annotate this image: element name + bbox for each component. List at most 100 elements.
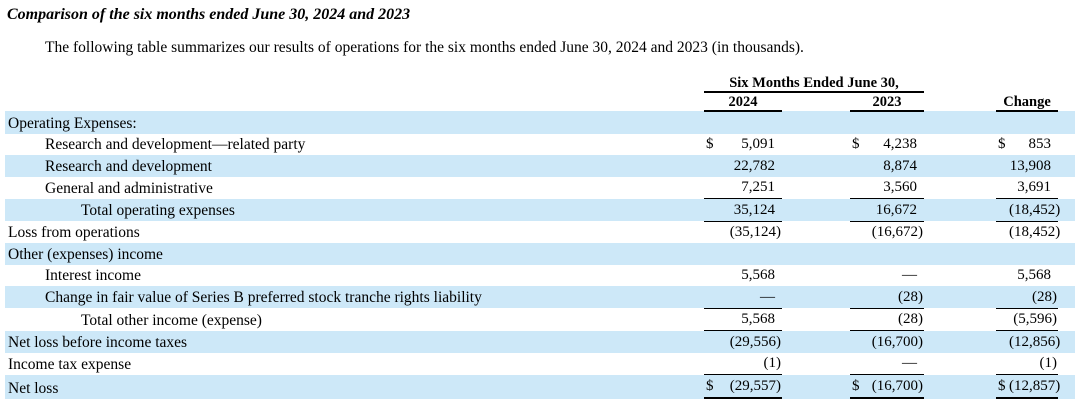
value-cell: (29,556): [729, 333, 781, 350]
column-spacer: [1058, 221, 1075, 243]
dollar-sign-cell: [996, 331, 1009, 353]
value-cell: (5,596): [1009, 308, 1059, 331]
column-spacer: [1058, 134, 1075, 156]
row-label: Net loss before income taxes: [8, 333, 188, 351]
column-spacer: [1058, 265, 1075, 287]
column-spacer: [1058, 199, 1075, 222]
dollar-sign-cell: [996, 198, 1010, 222]
column-spacer: [782, 375, 850, 400]
column-spacer: [924, 199, 996, 222]
dollar-sign-cell: [996, 352, 1010, 375]
value-cell: (16,700): [871, 333, 924, 350]
dollar-sign-cell: [704, 221, 718, 243]
column-spacer: [1058, 331, 1075, 353]
dollar-sign-cell: $: [852, 136, 860, 152]
column-spacer: [924, 375, 996, 400]
dollar-sign-cell: [850, 111, 864, 134]
header-spacer: [924, 92, 996, 111]
value-cell: (18,452): [1009, 224, 1061, 240]
table-row: Total other income (expense) 5,568 (28) (5,…: [5, 308, 1075, 331]
row-label: Total other income (expense): [81, 311, 262, 329]
column-spacer: [924, 265, 996, 287]
value-cell: (28): [864, 286, 925, 309]
value-cell: [1009, 111, 1058, 134]
dollar-sign-cell: $: [706, 136, 714, 152]
dollar-sign-cell: [850, 176, 864, 199]
column-spacer: [924, 177, 996, 199]
dollar-sign-cell: [704, 243, 718, 265]
value-cell: 13,908: [1009, 157, 1052, 174]
dollar-sign-cell: [996, 286, 1010, 309]
column-spacer: [782, 286, 850, 308]
value-cell: (16,672): [871, 224, 924, 240]
value-cell: (12,857): [1009, 374, 1060, 400]
header-spacer: [924, 75, 996, 92]
value-cell: 35,124: [718, 198, 782, 222]
value-cell: 5,568: [718, 308, 782, 331]
value-cell: [718, 243, 782, 265]
table-row: Total operating expenses 35,124 16,672 (18,…: [5, 198, 1076, 222]
dollar-sign-cell: [850, 155, 864, 177]
dollar-sign-cell: [850, 221, 864, 243]
column-spacer: [782, 221, 850, 243]
value-cell: 8,874: [883, 157, 918, 174]
value-cell: 853: [1028, 136, 1052, 152]
table-row: Income tax expense (1) — (1): [5, 352, 1075, 375]
value-cell: [864, 243, 924, 265]
dollar-sign-cell: [704, 198, 718, 222]
value-cell: —: [718, 286, 782, 309]
column-spacer: [1058, 375, 1075, 400]
column-spacer: [924, 134, 996, 156]
table-row: Loss from operations (35,124) (16,672) (18,…: [5, 221, 1075, 243]
dollar-sign-cell: [850, 198, 864, 222]
dollar-sign-cell: [996, 155, 1009, 177]
column-spacer: [1058, 353, 1075, 375]
column-spacer: [924, 111, 996, 134]
column-spacer: [782, 134, 850, 156]
column-spacer: [782, 243, 850, 265]
dollar-sign-cell: [850, 331, 864, 353]
column-spacer: [782, 111, 850, 134]
column-header-2023: 2023: [850, 92, 925, 112]
column-spacer: [782, 353, 850, 375]
table-row: Research and development—related party $5…: [5, 134, 1075, 156]
table-row: Research and development 22,782 8,874 13,90…: [5, 155, 1076, 177]
dollar-sign-cell: [704, 352, 718, 375]
table-row: Net loss $ (29,557) $ (16,700) $ (12,857): [5, 374, 1076, 400]
column-spacer: [924, 331, 996, 353]
dollar-sign-cell: [704, 331, 718, 353]
row-label: Income tax expense: [8, 355, 132, 373]
value-cell: [1009, 243, 1058, 265]
column-spacer: [924, 243, 996, 265]
column-group-header: Six Months Ended June 30,: [704, 75, 925, 93]
row-label: Other (expenses) income: [8, 245, 163, 263]
value-cell: (1): [1009, 352, 1059, 375]
row-label: Research and development—related party: [45, 136, 306, 153]
value-cell: (16,700): [864, 374, 925, 400]
dollar-sign-cell: [996, 243, 1009, 265]
table-row: General and administrative 7,251 3,560 3,69…: [5, 176, 1075, 199]
value-cell: (28): [864, 308, 925, 331]
dollar-sign-cell: [704, 111, 718, 134]
dollar-sign-cell: [850, 308, 864, 331]
dollar-sign-cell: [704, 155, 718, 177]
document-page: Comparison of the six months ended June …: [0, 5, 1080, 400]
header-spacer: [1058, 92, 1075, 111]
value-cell: (18,452): [1009, 198, 1060, 222]
column-spacer: [1058, 243, 1075, 265]
dollar-sign-cell: [850, 286, 864, 309]
column-header-change: Change: [996, 92, 1059, 112]
table-row: Change in fair value of Series B preferr…: [5, 286, 1076, 309]
value-cell: (35,124): [729, 224, 781, 240]
row-label: Change in fair value of Series B preferr…: [45, 289, 482, 306]
column-spacer: [782, 177, 850, 199]
value-cell: 16,672: [864, 198, 925, 222]
column-spacer: [782, 308, 850, 331]
table-row: Other (expenses) income: [5, 243, 1076, 265]
intro-paragraph: The following table summarizes our resul…: [45, 39, 804, 56]
value-cell: [864, 111, 924, 134]
value-cell: 22,782: [733, 157, 775, 174]
column-spacer: [782, 199, 850, 222]
dollar-sign-cell: $: [998, 136, 1006, 152]
dollar-sign-cell: [996, 176, 1010, 199]
